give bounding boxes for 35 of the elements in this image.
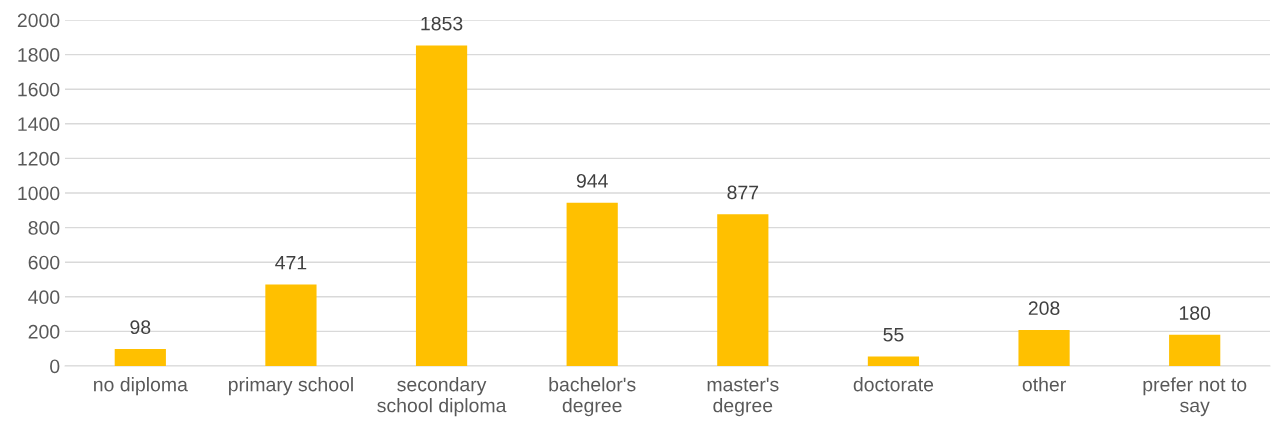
x-tick-label: no diploma xyxy=(94,377,188,396)
y-tick-label: 1600 xyxy=(18,82,60,97)
data-label: 208 xyxy=(1028,301,1060,316)
x-tick-label: other xyxy=(1022,377,1066,392)
data-label: 55 xyxy=(883,327,904,342)
y-tick-label: 2000 xyxy=(17,13,60,28)
y-tick-label: 1400 xyxy=(18,117,60,132)
x-tick-label: secondary school diploma xyxy=(377,377,507,417)
y-tick-label: 0 xyxy=(50,359,60,374)
bar xyxy=(867,356,920,366)
data-label: 180 xyxy=(1179,306,1211,320)
x-tick-label: doctorate xyxy=(853,377,934,392)
bar xyxy=(1169,334,1221,366)
bar xyxy=(114,349,166,366)
y-tick-label: 1000 xyxy=(18,186,60,201)
y-tick-label: 800 xyxy=(28,221,60,235)
data-label: 1853 xyxy=(421,16,463,31)
y-tick-label: 600 xyxy=(28,255,60,270)
bar xyxy=(717,214,769,366)
y-tick-label: 1800 xyxy=(18,48,60,62)
data-label: 98 xyxy=(130,320,151,335)
data-label: 944 xyxy=(576,173,608,188)
bar xyxy=(415,45,468,366)
x-tick-label: master's degree xyxy=(707,377,779,417)
y-tick-label: 1200 xyxy=(18,151,60,166)
data-label: 877 xyxy=(727,185,759,200)
bar xyxy=(265,284,317,366)
bar xyxy=(566,202,618,366)
x-tick-label: bachelor's degree xyxy=(549,377,636,417)
x-tick-label: prefer not to say xyxy=(1143,377,1247,417)
data-label: 471 xyxy=(275,255,307,270)
y-tick-label: 200 xyxy=(28,324,60,339)
bar xyxy=(1018,330,1070,366)
x-tick-label: primary school xyxy=(228,377,353,396)
y-tick-label: 400 xyxy=(28,290,60,305)
